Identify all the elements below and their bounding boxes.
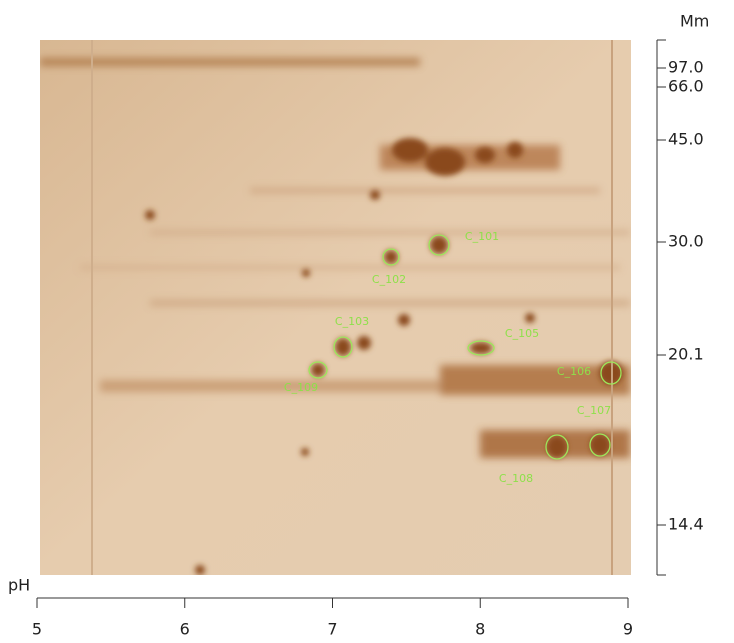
spot-label: C_101 (465, 230, 499, 243)
spot-label: C_107 (577, 404, 611, 417)
spot-label: C_102 (372, 273, 406, 286)
spot-outline (467, 340, 495, 356)
y-tick-label: 97.0 (668, 58, 704, 77)
y-tick-label: 45.0 (668, 130, 704, 149)
spot-outline (589, 433, 611, 457)
spot-outline (600, 361, 622, 385)
y-tick-label: 66.0 (668, 77, 704, 96)
x-tick-label: 9 (623, 620, 633, 639)
gel-image (40, 40, 631, 575)
x-tick-label: 5 (32, 620, 42, 639)
y-tick-label: 30.0 (668, 232, 704, 251)
x-axis-label: pH (8, 576, 30, 595)
y-tick-label: 14.4 (668, 515, 704, 534)
y-axis-label: Mm (680, 12, 709, 31)
spot-label: C_103 (335, 315, 369, 328)
y-tick-label: 20.1 (668, 345, 704, 364)
spot-label: C_108 (499, 472, 533, 485)
spot-label: C_105 (505, 327, 539, 340)
spot-outline (308, 361, 328, 379)
spot-outline (382, 248, 400, 266)
x-tick-label: 6 (180, 620, 190, 639)
x-tick-label: 7 (327, 620, 337, 639)
spot-outline (428, 234, 450, 256)
spot-label: C_109 (284, 381, 318, 394)
spot-outline (333, 336, 353, 358)
x-tick-label: 8 (475, 620, 485, 639)
spot-label: C_106 (557, 365, 591, 378)
spot-outline (545, 434, 569, 460)
